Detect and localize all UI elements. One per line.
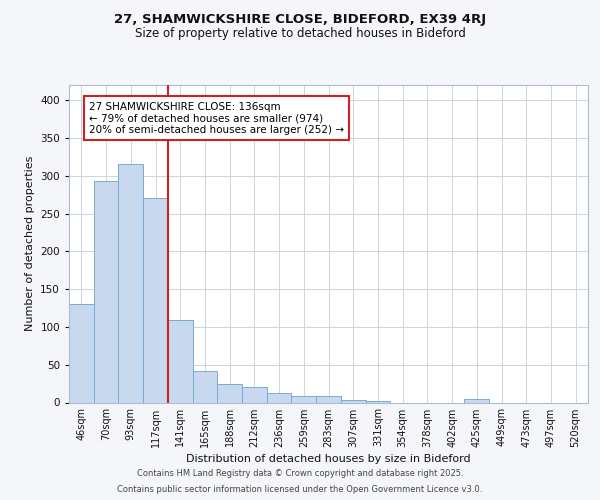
Bar (316, 396, 341, 402)
Text: Contains public sector information licensed under the Open Government Licence v3: Contains public sector information licen… (118, 484, 482, 494)
Bar (217, 384, 242, 402)
Bar (267, 394, 292, 402)
Bar (168, 320, 193, 402)
Bar (292, 396, 316, 402)
X-axis label: Distribution of detached houses by size in Bideford: Distribution of detached houses by size … (186, 454, 471, 464)
Text: Contains HM Land Registry data © Crown copyright and database right 2025.: Contains HM Land Registry data © Crown c… (137, 470, 463, 478)
Bar (118, 164, 143, 402)
Bar (143, 198, 168, 402)
Bar (365, 401, 390, 402)
Text: 27, SHAMWICKSHIRE CLOSE, BIDEFORD, EX39 4RJ: 27, SHAMWICKSHIRE CLOSE, BIDEFORD, EX39 … (114, 12, 486, 26)
Bar (193, 371, 217, 402)
Bar (94, 181, 118, 402)
Y-axis label: Number of detached properties: Number of detached properties (25, 156, 35, 332)
Text: 27 SHAMWICKSHIRE CLOSE: 136sqm
← 79% of detached houses are smaller (974)
20% of: 27 SHAMWICKSHIRE CLOSE: 136sqm ← 79% of … (89, 102, 344, 135)
Bar (69, 304, 94, 402)
Bar (464, 400, 489, 402)
Text: Size of property relative to detached houses in Bideford: Size of property relative to detached ho… (134, 28, 466, 40)
Bar (242, 386, 267, 402)
Bar (341, 400, 365, 402)
